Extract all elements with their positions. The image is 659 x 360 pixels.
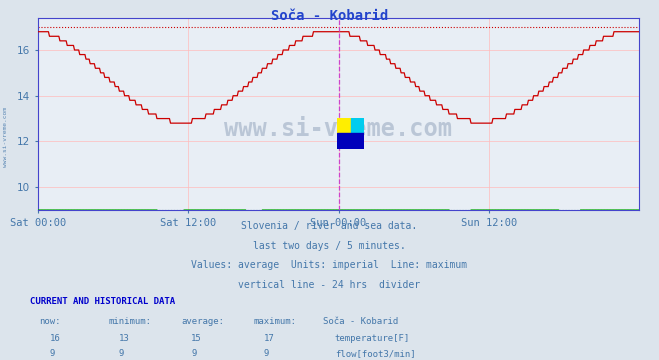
Text: maximum:: maximum: [254,317,297,326]
Bar [351,133,364,149]
Text: flow[foot3/min]: flow[foot3/min] [335,349,415,358]
Text: minimum:: minimum: [109,317,152,326]
Text: www.si-vreme.com: www.si-vreme.com [3,107,8,167]
Text: 13: 13 [119,334,129,343]
Text: vertical line - 24 hrs  divider: vertical line - 24 hrs divider [239,280,420,290]
Text: 16: 16 [49,334,60,343]
Bar [351,118,364,133]
Text: average:: average: [181,317,224,326]
Text: 9: 9 [191,349,196,358]
Text: Values: average  Units: imperial  Line: maximum: Values: average Units: imperial Line: ma… [191,260,468,270]
Text: temperature[F]: temperature[F] [335,334,410,343]
Text: 9: 9 [264,349,269,358]
Text: www.si-vreme.com: www.si-vreme.com [225,117,453,141]
Text: CURRENT AND HISTORICAL DATA: CURRENT AND HISTORICAL DATA [30,297,175,306]
Text: now:: now: [40,317,61,326]
Text: 17: 17 [264,334,274,343]
Text: Soča - Kobarid: Soča - Kobarid [271,9,388,23]
Text: 9: 9 [119,349,124,358]
Bar [337,118,351,133]
Text: 15: 15 [191,334,202,343]
Text: Soča - Kobarid: Soča - Kobarid [323,317,398,326]
Text: Slovenia / river and sea data.: Slovenia / river and sea data. [241,221,418,231]
Bar [337,133,351,149]
Text: last two days / 5 minutes.: last two days / 5 minutes. [253,240,406,251]
Text: 9: 9 [49,349,55,358]
